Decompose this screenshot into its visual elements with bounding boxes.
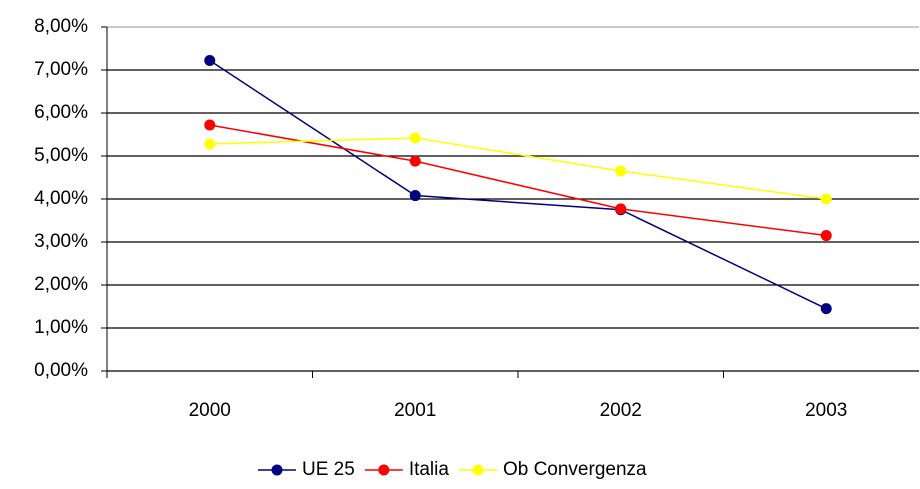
y-tick-label: 8,00% [34, 16, 88, 37]
data-point [820, 303, 832, 315]
y-tick-label: 4,00% [34, 188, 88, 209]
legend-label: Ob Convergenza [503, 459, 647, 480]
legend-marker [378, 464, 390, 476]
legend-marker [472, 464, 484, 476]
data-point [409, 132, 421, 144]
x-tick-label: 2001 [394, 400, 436, 421]
y-tick-label: 2,00% [34, 274, 88, 295]
data-point [409, 155, 421, 167]
y-tick-label: 7,00% [34, 59, 88, 80]
y-tick-label: 1,00% [34, 317, 88, 338]
legend-label: UE 25 [302, 459, 355, 480]
data-point [204, 55, 216, 67]
x-tick-label: 2000 [189, 400, 231, 421]
y-tick-label: 0,00% [34, 360, 88, 381]
x-tick-label: 2002 [600, 400, 642, 421]
x-tick-label: 2003 [805, 400, 847, 421]
y-tick-label: 6,00% [34, 102, 88, 123]
series-line [209, 124, 827, 237]
data-point [820, 193, 832, 205]
legend-label: Italia [409, 459, 450, 480]
data-point [204, 119, 216, 131]
data-point [409, 190, 421, 202]
series-line [209, 137, 827, 200]
data-point [615, 203, 627, 215]
data-point [820, 230, 832, 242]
series-line [209, 59, 827, 310]
y-tick-label: 5,00% [34, 145, 88, 166]
legend-marker [271, 464, 283, 476]
data-point [615, 165, 627, 177]
y-tick-label: 3,00% [34, 231, 88, 252]
data-point [204, 138, 216, 150]
